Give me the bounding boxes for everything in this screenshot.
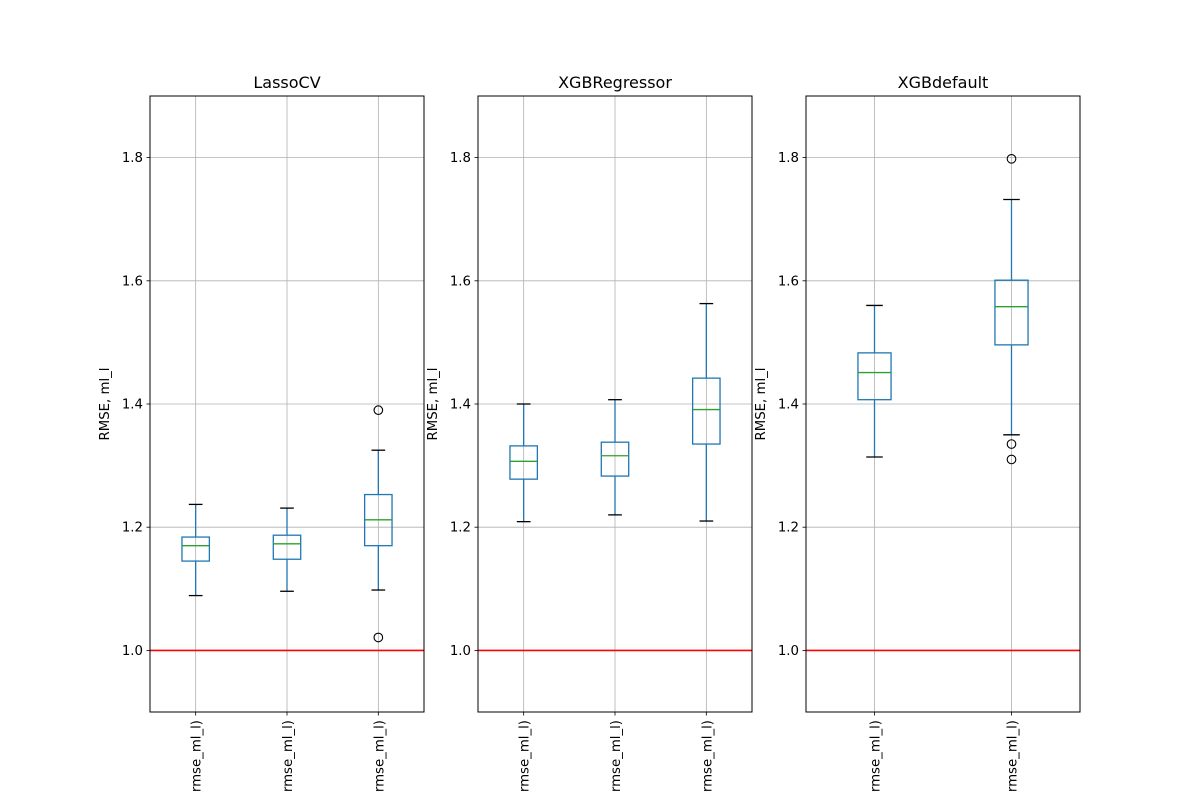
axes-frame [805,95,1081,713]
box-2 [600,399,630,516]
outlier-point [373,405,384,416]
box-iqr [857,352,892,401]
box-iqr [600,441,630,477]
y-tick-label: 1.0 [778,644,799,659]
y-tick-label: 1.4 [450,398,471,413]
y-axis-label: RMSE, ml_l [98,368,113,441]
y-tick-label: 1.6 [122,274,143,289]
outlier-point [373,632,384,643]
y-axis-label: RMSE, ml_l [426,368,441,441]
x-tick-label: rmse_ml_l) [190,720,205,792]
subplot-lassocv: 1.0 1.2 1.4 1.6 1.8 rmse_ml_l) rmse_ml_l) rmse_… [98,73,425,792]
y-tick-label: 1.2 [778,521,799,536]
x-tick-label: rmse_ml_l) [869,720,884,792]
x-tick-label: rmse_ml_l) [700,720,715,792]
subplot-xgbdefault: 1.0 1.2 1.4 1.6 1.8 rmse_ml_l) rmse_ml_l) XGBde… [754,73,1081,792]
y-tick-label: 1.6 [778,274,799,289]
y-tick-label: 1.0 [450,644,471,659]
outlier-point [1006,454,1017,465]
y-tick-label: 1.8 [450,151,471,166]
y-tick-label: 1.4 [778,398,799,413]
subplot-title: XGBRegressor [558,73,672,92]
box-1 [181,503,211,597]
box-3 [363,405,393,643]
box-iqr [509,445,539,480]
x-tick-label: rmse_ml_l) [372,720,387,792]
box-2 [272,507,302,592]
box-iqr [272,534,302,560]
box-iqr [691,377,721,445]
box-3 [691,302,721,522]
y-axis-label: RMSE, ml_l [754,368,769,441]
y-tick-label: 1.2 [450,521,471,536]
y-tick-label: 1.8 [122,151,143,166]
subplot-xgbregressor: 1.0 1.2 1.4 1.6 1.8 rmse_ml_l) rmse_ml_l) rmse_… [426,73,753,792]
x-tick-label: rmse_ml_l) [609,720,624,792]
x-tick-label: rmse_ml_l) [518,720,533,792]
box-iqr [994,279,1029,346]
x-tick-label: rmse_ml_l) [1006,720,1021,792]
outlier-point [1006,439,1017,449]
y-tick-label: 1.6 [450,274,471,289]
box-1 [509,403,539,523]
y-tick-label: 1.4 [122,398,143,413]
box-iqr [181,536,211,562]
y-tick-label: 1.8 [778,151,799,166]
box-1 [857,304,892,458]
x-tick-label: rmse_ml_l) [281,720,296,792]
box-2 [994,153,1029,465]
y-tick-label: 1.0 [122,644,143,659]
outlier-point [1006,153,1017,164]
y-tick-label: 1.2 [122,521,143,536]
subplot-title: XGBdefault [898,73,989,92]
subplot-title: LassoCV [253,73,320,92]
